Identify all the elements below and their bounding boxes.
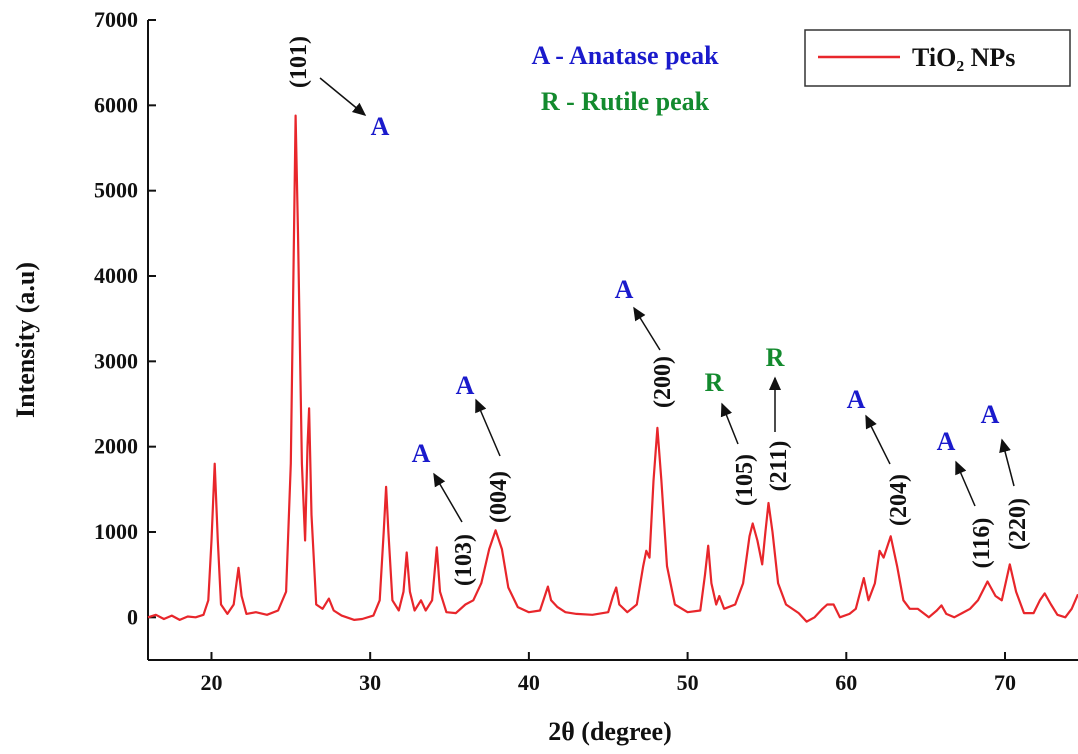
key-text: A - Anatase peak [531, 41, 719, 70]
phase-letter: A [937, 427, 956, 456]
peak-label: (101) [286, 36, 312, 88]
peak-label: (103) [451, 534, 477, 586]
annotation-arrow [475, 398, 501, 457]
x-tick-label: 50 [677, 670, 699, 695]
peak-label: (220) [1005, 498, 1031, 550]
peak-label: (004) [486, 471, 512, 523]
phase-letter: A [981, 400, 1000, 429]
phase-letter: A [412, 439, 431, 468]
peak-label: (204) [886, 474, 912, 526]
x-tick-label: 30 [359, 670, 381, 695]
x-tick-label: 70 [994, 670, 1016, 695]
y-tick-label: 6000 [94, 92, 138, 117]
x-tick-label: 20 [200, 670, 222, 695]
annotation-arrow [433, 472, 463, 523]
x-axis-title: 2θ (degree) [548, 717, 672, 746]
phase-letter: A [371, 112, 390, 141]
y-tick-label: 4000 [94, 263, 138, 288]
peak-label: (211) [766, 441, 792, 492]
phase-letter: A [615, 275, 634, 304]
phase-letter: A [456, 371, 475, 400]
peak-label: (116) [969, 518, 995, 569]
phase-letter: R [705, 368, 724, 397]
annotation-arrow [720, 402, 739, 445]
x-tick-label: 40 [518, 670, 540, 695]
phase-letter: R [766, 343, 785, 372]
y-tick-label: 5000 [94, 178, 138, 203]
peak-label: (200) [650, 356, 676, 408]
legend-label: TiO₂ NPs [912, 43, 1015, 72]
annotation-arrow [955, 460, 976, 507]
y-tick-label: 1000 [94, 519, 138, 544]
y-tick-label: 7000 [94, 7, 138, 32]
x-tick-label: 60 [835, 670, 857, 695]
y-tick-label: 2000 [94, 434, 138, 459]
annotation-arrow [633, 306, 661, 351]
peak-label: (105) [732, 454, 758, 506]
annotation-arrow [999, 438, 1015, 487]
key-text: R - Rutile peak [541, 87, 710, 116]
y-axis-title: Intensity (a.u) [11, 262, 40, 418]
y-tick-label: 0 [127, 604, 138, 629]
phase-letter: A [847, 385, 866, 414]
data-line [147, 114, 1078, 623]
annotation-arrow [865, 414, 891, 465]
annotation-arrow [319, 77, 367, 116]
y-tick-label: 3000 [94, 348, 138, 373]
